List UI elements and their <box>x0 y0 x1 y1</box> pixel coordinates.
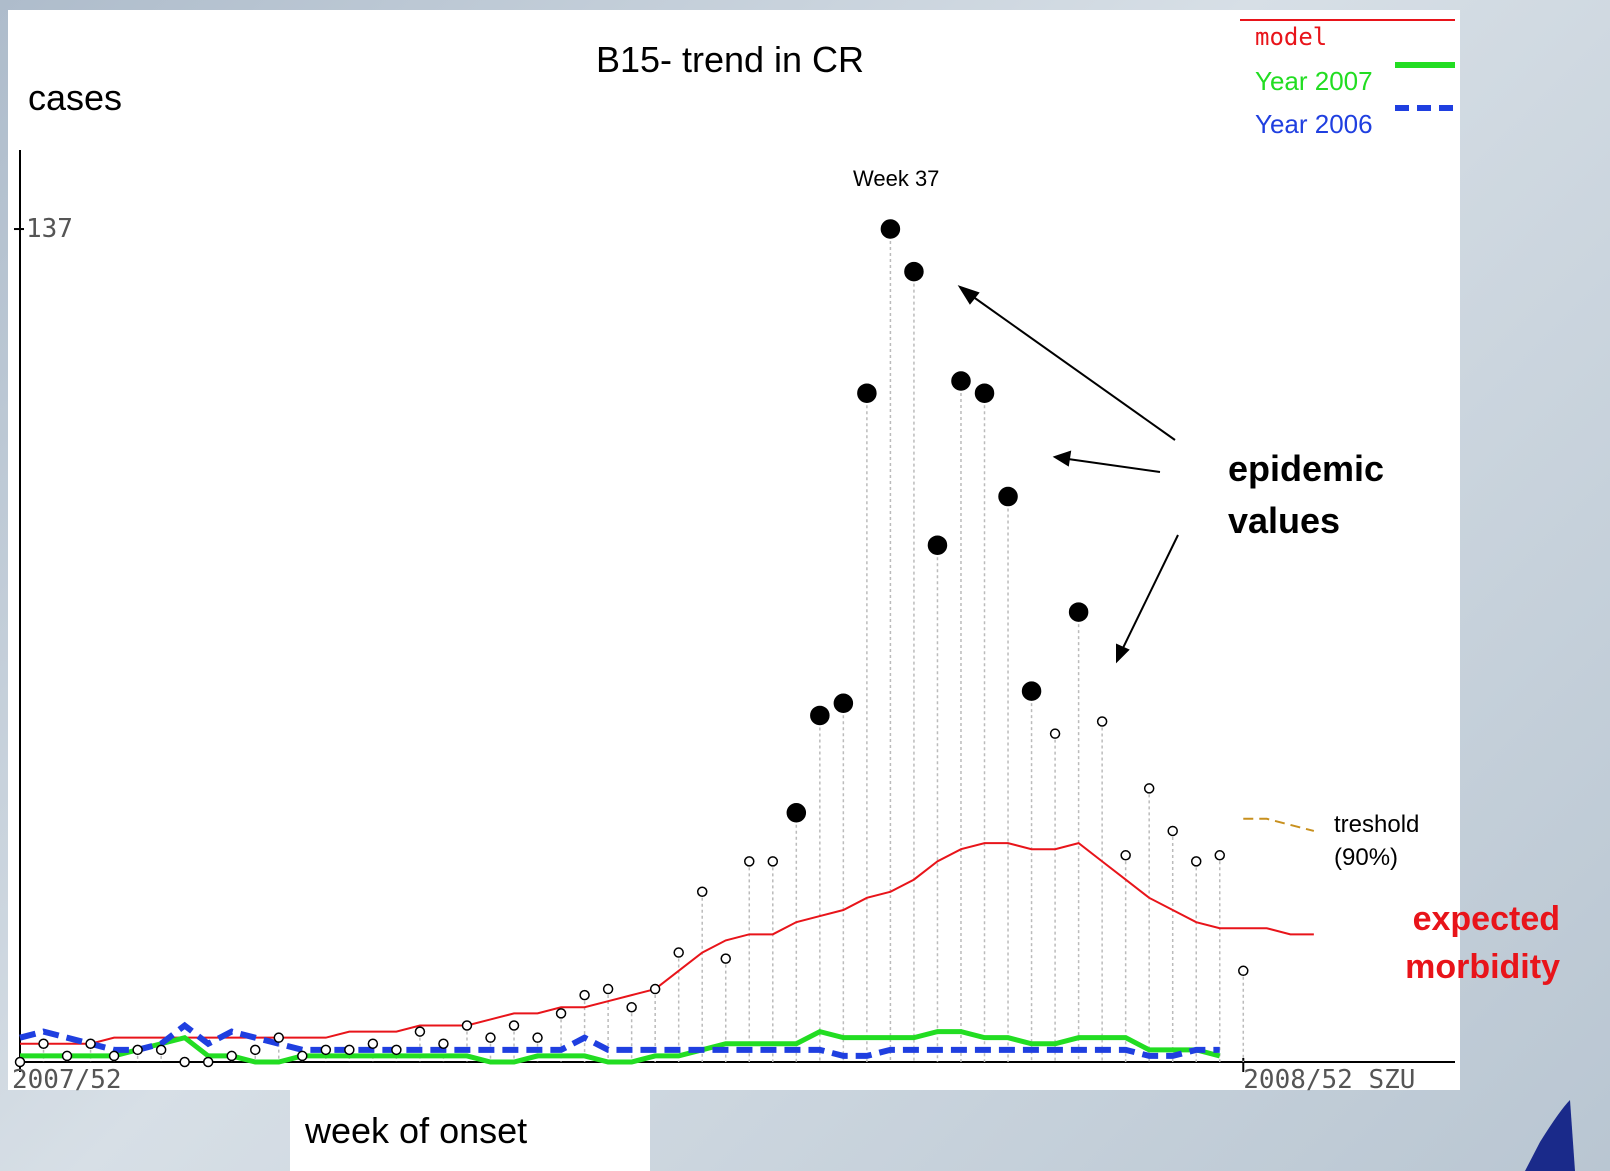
point <box>461 1020 473 1031</box>
threshold-annotation: treshold (90%) <box>1334 811 1420 871</box>
epidemic-annotation: epidemic values <box>1228 448 1385 541</box>
series-line <box>1243 817 1315 832</box>
series-line <box>20 842 1314 1045</box>
epidemic-point <box>951 371 971 391</box>
peak-annotation: Week 37 <box>853 166 939 191</box>
point <box>1049 728 1061 739</box>
point <box>532 1032 543 1043</box>
point <box>38 1038 49 1050</box>
point <box>696 886 708 898</box>
point <box>1120 850 1131 861</box>
point <box>626 1002 637 1013</box>
point <box>320 1044 332 1056</box>
logo <box>1525 1100 1575 1171</box>
point <box>720 953 731 964</box>
point <box>744 856 755 867</box>
epidemic-point <box>880 219 901 239</box>
point <box>438 1038 449 1050</box>
point <box>297 1050 308 1062</box>
point <box>1190 856 1202 867</box>
x-axis-label: week of onset <box>304 1110 527 1151</box>
legend-label: Year 2007 <box>1255 66 1373 96</box>
arrows <box>957 285 1179 664</box>
point <box>14 1056 26 1068</box>
epidemic-point <box>1021 681 1042 701</box>
point <box>1143 783 1155 794</box>
point <box>61 1050 73 1062</box>
epidemic-point <box>1068 602 1089 622</box>
chart-title: B15- trend in CR <box>596 39 864 80</box>
point <box>132 1044 143 1056</box>
point <box>273 1032 285 1043</box>
point <box>555 1008 567 1019</box>
epidemic-point <box>998 486 1018 507</box>
point <box>579 989 590 1001</box>
epidemic-point <box>857 383 877 403</box>
point <box>485 1032 496 1043</box>
x-tick-label: 2007/52 <box>12 1065 122 1095</box>
epidemic-point <box>833 693 854 714</box>
point <box>1096 716 1108 727</box>
legend-label: Year 2006 <box>1255 109 1373 139</box>
point <box>202 1056 214 1068</box>
series-line <box>19 1021 1220 1059</box>
point <box>226 1050 237 1062</box>
point <box>508 1020 520 1031</box>
series-line <box>20 1028 1221 1065</box>
epidemic-point <box>974 383 995 403</box>
point <box>649 983 661 995</box>
expected-annotation: expected morbidity <box>1405 900 1560 986</box>
plot-background <box>8 10 1460 1090</box>
point <box>344 1044 355 1056</box>
point <box>414 1026 426 1037</box>
epidemic-point <box>904 261 924 282</box>
point <box>602 983 614 995</box>
epidemic-point <box>786 802 807 823</box>
x-tick-label: 2008/52 SZU <box>1243 1065 1415 1095</box>
point <box>367 1038 379 1050</box>
point <box>1167 825 1178 837</box>
point <box>179 1056 190 1068</box>
point <box>767 856 779 867</box>
point <box>155 1044 167 1056</box>
point <box>249 1044 261 1056</box>
label-background <box>290 1090 650 1171</box>
epidemic-point <box>810 705 830 726</box>
y-tick-label: 137 <box>26 214 73 244</box>
plot: 137 2007/52 2008/52 SZU <box>12 150 1455 1095</box>
legend-label: model <box>1255 23 1327 51</box>
epidemic-point <box>927 535 948 555</box>
point <box>1238 965 1249 977</box>
point <box>673 947 684 958</box>
point <box>85 1038 96 1050</box>
point <box>391 1044 402 1056</box>
point <box>1214 850 1226 861</box>
point <box>108 1050 120 1062</box>
y-axis-label: cases <box>28 77 122 118</box>
